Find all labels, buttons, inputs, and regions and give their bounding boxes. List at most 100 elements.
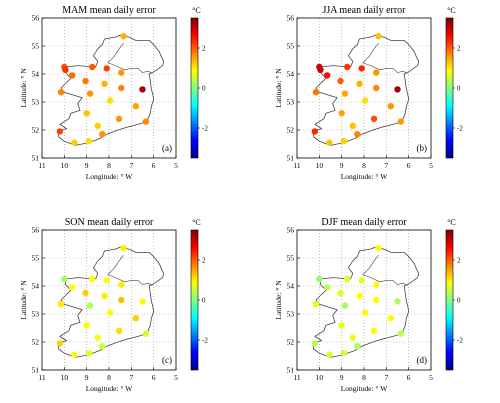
station-point (85, 138, 93, 145)
colorbar-tick-label: 0 (202, 297, 206, 305)
panel-jja: 11 10 9 8 7 6 5 51 52 53 54 55 56 JJA mean daily erro… (274, 5, 463, 181)
x-tick-label: 11 (293, 161, 300, 170)
colorbar (190, 229, 199, 371)
station-point (344, 63, 351, 71)
station-point (68, 72, 76, 79)
station-point (82, 289, 89, 297)
station-point (71, 139, 78, 146)
station-point (86, 302, 94, 309)
station-point (118, 296, 125, 304)
y-axis-label: Latitude: ° N (274, 280, 283, 320)
y-tick-label: 54 (32, 70, 40, 79)
y-tick-label: 55 (32, 42, 40, 51)
x-tick-label: 7 (129, 161, 133, 170)
x-tick-label: 7 (384, 161, 388, 170)
y-tick-label: 53 (287, 310, 295, 319)
colorbar-tick-label: -2 (202, 337, 208, 345)
y-tick-label: 52 (32, 338, 40, 347)
station-point (349, 122, 357, 129)
x-tick-label: 8 (107, 373, 111, 382)
x-tick-label: 7 (129, 373, 133, 382)
colorbar-tick-label: 2 (202, 257, 206, 265)
station-point (326, 351, 333, 358)
x-tick-label: 9 (340, 161, 344, 170)
station-point (397, 330, 405, 337)
x-tick-label: 11 (38, 373, 45, 382)
x-tick-label: 5 (174, 161, 178, 170)
x-tick-label: 10 (61, 373, 69, 382)
border-line (362, 43, 408, 74)
station-point (311, 340, 319, 347)
x-tick-label: 8 (362, 161, 366, 170)
colorbar-tick-label: 2 (202, 45, 206, 53)
colorbar (445, 17, 454, 159)
station-point (341, 302, 349, 309)
panel-label: (a) (162, 143, 172, 153)
station-point (337, 289, 344, 297)
station-point (340, 138, 348, 145)
y-tick-label: 53 (32, 98, 40, 107)
colorbar (445, 229, 454, 371)
station-point (373, 281, 380, 288)
station-point (356, 80, 363, 88)
y-tick-label: 54 (287, 282, 295, 291)
panel-title: MAM mean daily error (62, 5, 156, 16)
station-point (361, 309, 369, 316)
station-point (68, 284, 76, 291)
station-point (115, 327, 123, 334)
station-point (56, 128, 64, 135)
border-line (362, 255, 408, 286)
station-point (101, 80, 108, 88)
border-line (107, 255, 153, 286)
y-axis-label: Latitude: ° N (19, 280, 28, 320)
station-point (61, 275, 68, 283)
y-tick-label: 51 (287, 154, 295, 163)
y-tick-label: 51 (32, 366, 40, 375)
x-tick-label: 9 (85, 373, 89, 382)
station-point (370, 115, 378, 123)
station-point (57, 301, 65, 308)
y-axis-label: Latitude: ° N (274, 68, 283, 108)
station-point (139, 298, 146, 305)
station-point (338, 322, 345, 329)
x-tick-label: 6 (152, 161, 156, 170)
station-point (312, 89, 320, 96)
y-tick-label: 55 (32, 254, 40, 263)
station-point (62, 66, 69, 74)
station-point (89, 63, 96, 71)
station-point (139, 86, 146, 93)
y-tick-label: 54 (287, 70, 295, 79)
x-tick-label: 10 (316, 161, 324, 170)
x-axis-label: Longitude: ° W (86, 384, 134, 393)
station-point (311, 128, 319, 135)
colorbar-tick-label: 0 (202, 85, 206, 93)
colorbar-tick-label: 2 (457, 45, 461, 53)
y-tick-label: 55 (287, 42, 295, 51)
y-tick-label: 54 (32, 282, 40, 291)
x-tick-label: 10 (316, 373, 324, 382)
station-point (375, 245, 382, 252)
colorbar-unit: °C (447, 6, 456, 15)
station-point (118, 281, 125, 288)
station-point (356, 292, 363, 299)
y-tick-label: 56 (32, 14, 40, 23)
y-tick-label: 55 (287, 254, 295, 263)
panel-label: (b) (417, 143, 428, 153)
station-point (337, 77, 344, 85)
colorbar-tick-label: -2 (202, 125, 208, 133)
station-point (387, 103, 394, 110)
y-tick-label: 52 (32, 126, 40, 135)
station-point (323, 72, 331, 79)
y-tick-label: 56 (287, 14, 295, 23)
colorbar-tick-label: -2 (457, 125, 463, 133)
x-axis-label: Longitude: ° W (341, 172, 389, 181)
station-point (354, 131, 361, 138)
station-point (349, 334, 357, 341)
station-point (370, 327, 378, 334)
station-point (340, 350, 348, 357)
station-point (373, 84, 380, 92)
station-point (317, 66, 324, 74)
border-line (107, 43, 153, 74)
station-point (120, 245, 127, 252)
station-point (132, 315, 139, 322)
